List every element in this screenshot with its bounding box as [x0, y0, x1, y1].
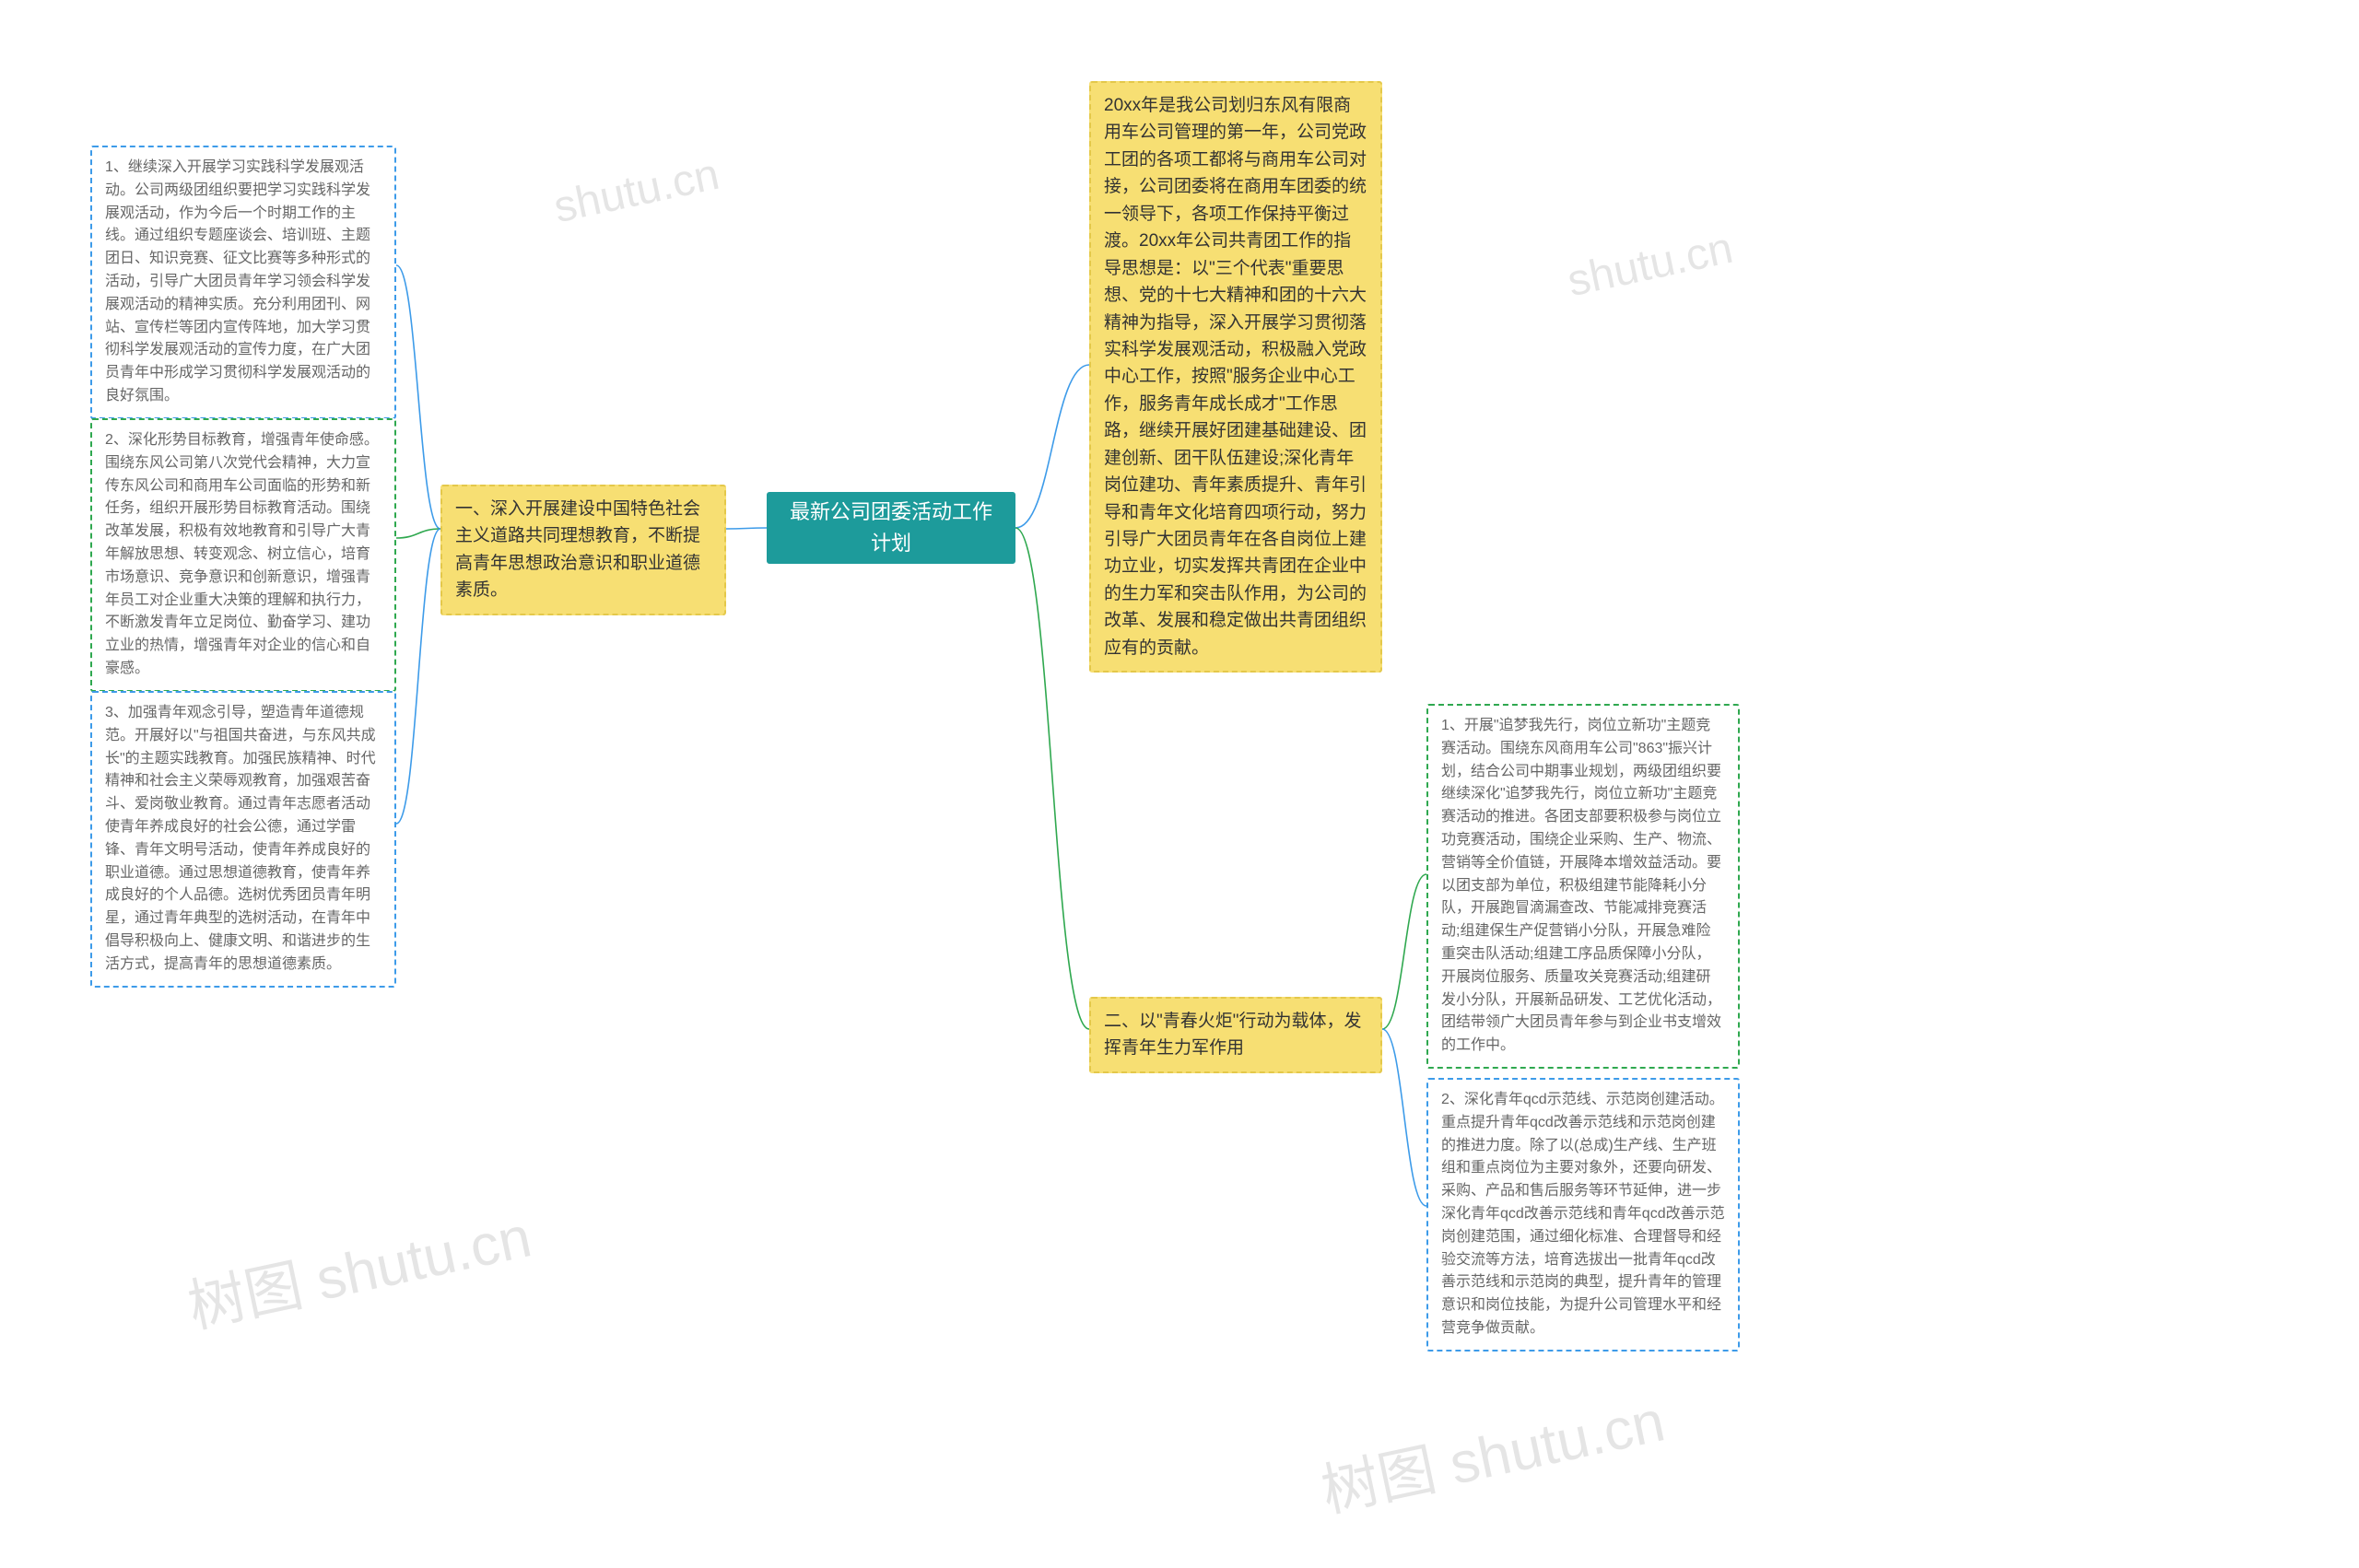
leaf-label: 2、深化青年qcd示范线、示范岗创建活动。重点提升青年qcd改善示范线和示范岗创… — [1441, 1092, 1725, 1336]
connector — [396, 529, 440, 538]
branch-node-intro: 20xx年是我公司划归东风有限商用车公司管理的第一年，公司党政工团的各项工都将与… — [1089, 81, 1382, 673]
connector — [396, 529, 440, 824]
branch-node-section-1: 一、深入开展建设中国特色社会主义道路共同理想教育，不断提高青年思想政治意识和职业… — [440, 485, 726, 615]
branch-label: 20xx年是我公司划归东风有限商用车公司管理的第一年，公司党政工团的各项工都将与… — [1104, 96, 1367, 658]
leaf-node-2-2: 2、深化青年qcd示范线、示范岗创建活动。重点提升青年qcd改善示范线和示范岗创… — [1426, 1078, 1740, 1352]
leaf-label: 3、加强青年观念引导，塑造青年道德规范。开展好以"与祖国共奋进，与东风共成长"的… — [105, 705, 376, 972]
leaf-label: 2、深化形势目标教育，增强青年使命感。围绕东风公司第八次党代会精神，大力宣传东风… — [105, 432, 379, 676]
leaf-label: 1、开展"追梦我先行，岗位立新功"主题竞赛活动。围绕东风商用车公司"863"振兴… — [1441, 718, 1721, 1053]
leaf-node-2-1: 1、开展"追梦我先行，岗位立新功"主题竞赛活动。围绕东风商用车公司"863"振兴… — [1426, 704, 1740, 1069]
leaf-label: 1、继续深入开展学习实践科学发展观活动。公司两级团组织要把学习实践科学发展观活动… — [105, 159, 370, 404]
connector — [1015, 365, 1089, 528]
branch-label: 一、深入开展建设中国特色社会主义道路共同理想教育，不断提高青年思想政治意识和职业… — [455, 499, 700, 600]
connector — [726, 528, 767, 529]
leaf-node-1-2: 2、深化形势目标教育，增强青年使命感。围绕东风公司第八次党代会精神，大力宣传东风… — [90, 418, 396, 692]
branch-label: 二、以"青春火炬"行动为载体，发挥青年生力军作用 — [1104, 1012, 1362, 1058]
connector — [1382, 874, 1426, 1029]
root-node: 最新公司团委活动工作计划 — [767, 492, 1015, 564]
connector — [1382, 1029, 1426, 1206]
leaf-node-1-3: 3、加强青年观念引导，塑造青年道德规范。开展好以"与祖国共奋进，与东风共成长"的… — [90, 691, 396, 988]
branch-node-section-2: 二、以"青春火炬"行动为载体，发挥青年生力军作用 — [1089, 997, 1382, 1073]
watermark: 树图 shutu.cn — [180, 1190, 537, 1344]
watermark: shutu.cn — [1563, 223, 1737, 308]
watermark: 树图 shutu.cn — [1313, 1375, 1671, 1528]
connector — [396, 265, 440, 529]
root-label: 最新公司团委活动工作计划 — [781, 497, 1001, 559]
connector — [1015, 528, 1089, 1029]
leaf-node-1-1: 1、继续深入开展学习实践科学发展观活动。公司两级团组织要把学习实践科学发展观活动… — [90, 146, 396, 419]
watermark: shutu.cn — [549, 149, 723, 234]
